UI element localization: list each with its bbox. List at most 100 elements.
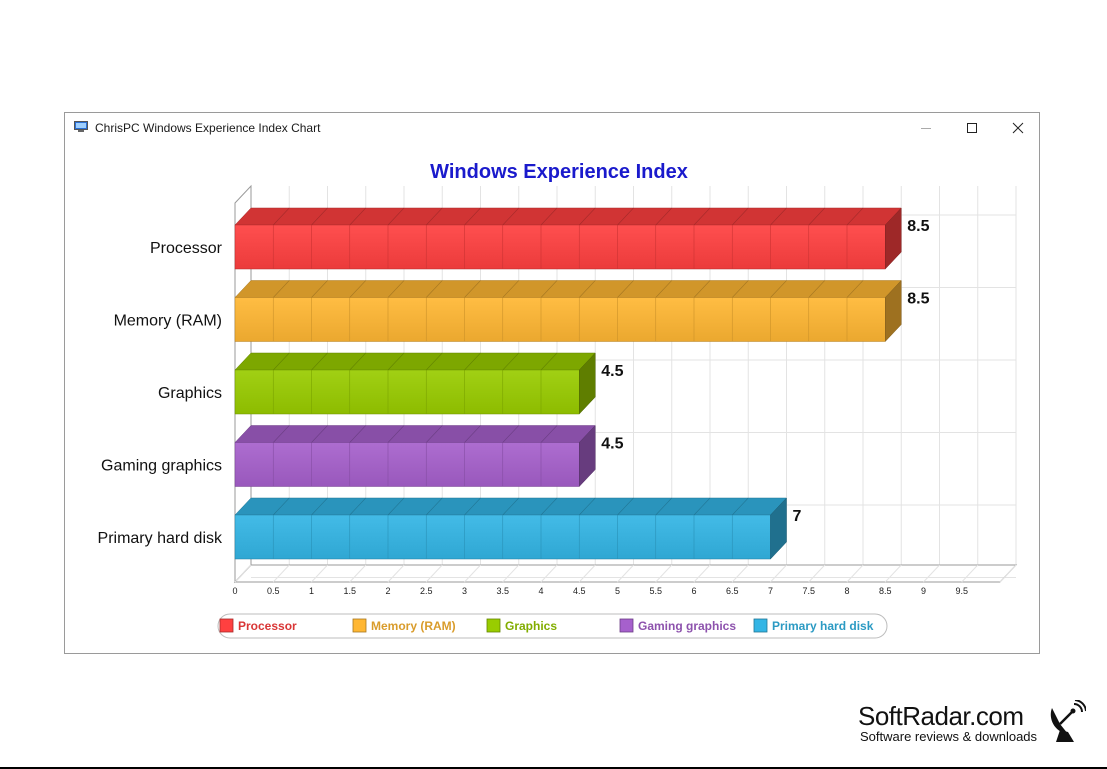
bar-segment [426, 425, 443, 443]
bar-segment [617, 280, 634, 298]
bar-segment [464, 425, 481, 443]
value-label: 8.5 [907, 291, 929, 308]
close-button[interactable] [995, 113, 1041, 143]
bar-segment [770, 207, 787, 226]
bar-segment [426, 207, 443, 226]
floor-line [770, 564, 787, 583]
bar-side-face [579, 424, 596, 488]
x-tick-label: 7.5 [802, 586, 815, 596]
x-tick-label: 3.5 [496, 586, 509, 596]
bar-segment [387, 352, 405, 371]
bar-top-face [234, 425, 596, 443]
x-tick-label: 2 [385, 586, 390, 596]
category-label: Gaming graphics [101, 458, 222, 475]
bar-segment [808, 280, 825, 298]
x-tick-label: 5.5 [649, 586, 662, 596]
x-tick-label: 8 [844, 586, 849, 596]
x-tick-label: 0 [232, 586, 237, 596]
bar-segment [617, 497, 634, 516]
bar-segment [311, 425, 328, 443]
bar-segment [464, 352, 481, 371]
bar-segment [655, 280, 672, 298]
legend-swatch [219, 618, 234, 633]
close-icon [1012, 122, 1024, 134]
bar-segment [502, 425, 519, 443]
floor-line [961, 564, 979, 583]
value-label: 8.5 [907, 218, 929, 235]
bar-segment [502, 352, 519, 371]
x-tick-label: 0.5 [267, 586, 280, 596]
title-bar[interactable]: ChrisPC Windows Experience Index Chart [65, 113, 1039, 143]
bar-segment [617, 207, 634, 226]
bar-segment [846, 207, 864, 226]
bar-segment [273, 207, 290, 226]
bottom-border [0, 767, 1107, 769]
bar-segment [540, 497, 558, 516]
bar-segment [273, 352, 290, 371]
bar-segment [311, 207, 328, 226]
x-tick-label: 2.5 [420, 586, 433, 596]
window-title: ChrisPC Windows Experience Index Chart [95, 121, 321, 135]
x-tick-label: 7 [768, 586, 773, 596]
bar-segment [273, 497, 290, 516]
bar-segment [426, 497, 443, 516]
bar-segment [540, 352, 558, 371]
floor-line [425, 564, 443, 583]
bar-segment [732, 280, 749, 298]
bar-top-face [234, 352, 596, 371]
minimize-button[interactable] [903, 113, 949, 143]
x-tick-label: 4.5 [573, 586, 586, 596]
floor-line [884, 564, 902, 583]
bar-segment [311, 352, 328, 371]
bar-segment [387, 425, 405, 443]
bar-segment [540, 425, 558, 443]
floor-line [693, 564, 711, 583]
x-tick-label: 5 [615, 586, 620, 596]
bar-top-face [234, 280, 902, 298]
category-label: Primary hard disk [98, 530, 223, 547]
bar-segment [540, 207, 558, 226]
bar-segment [464, 207, 481, 226]
floor-line [464, 564, 481, 583]
bar-segment [693, 280, 711, 298]
floor-line [731, 564, 749, 583]
bar-segment [387, 207, 405, 226]
bar-segment [349, 352, 366, 371]
bar-segment [464, 280, 481, 298]
bar-segment [311, 280, 328, 298]
legend-swatch [753, 618, 768, 633]
bar-segment [579, 497, 596, 516]
bar [234, 442, 580, 487]
bar-segment [426, 352, 443, 371]
x-tick-label: 8.5 [879, 586, 892, 596]
bar-segment [273, 280, 290, 298]
bar-segment [349, 207, 366, 226]
chart-title: Windows Experience Index [430, 161, 688, 183]
legend-label: Processor [238, 619, 297, 633]
floor-line [655, 564, 673, 583]
bar-segment [426, 280, 443, 298]
floor-line [272, 564, 290, 583]
x-tick-label: 9 [921, 586, 926, 596]
floor-line [540, 564, 558, 583]
maximize-button[interactable] [949, 113, 995, 143]
value-label: 7 [793, 508, 802, 525]
bar-segment [655, 497, 672, 516]
floor-line [349, 564, 367, 583]
bar-segment [502, 497, 519, 516]
floor-line [502, 564, 520, 583]
bar-segment [693, 207, 711, 226]
value-label: 4.5 [601, 436, 623, 453]
floor-line [311, 564, 328, 583]
bar-segment [387, 497, 405, 516]
app-icon [74, 121, 88, 132]
floor-line [846, 564, 864, 583]
bar-segment [502, 280, 519, 298]
floor-line [387, 564, 405, 583]
x-tick-label: 4 [538, 586, 543, 596]
legend-label: Graphics [505, 619, 557, 633]
bar-top-face [234, 207, 902, 226]
x-tick-label: 6 [691, 586, 696, 596]
floor-line [578, 564, 596, 583]
brand-watermark: SoftRadar.com Software reviews & downloa… [858, 702, 1037, 744]
